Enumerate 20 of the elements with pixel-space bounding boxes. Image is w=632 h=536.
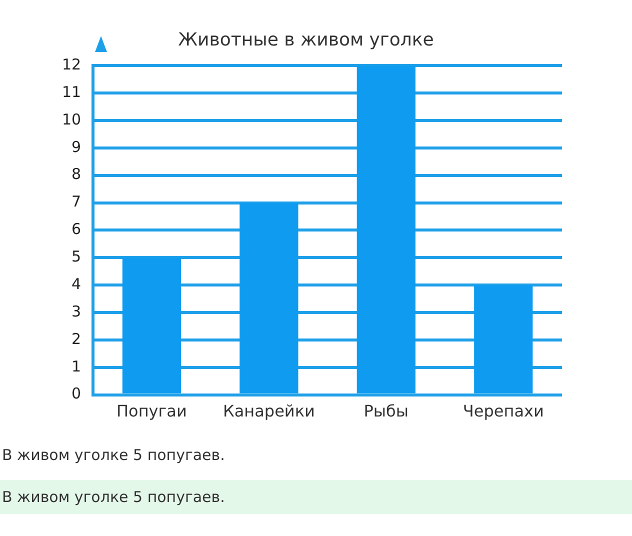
y-tick-label: 10 — [62, 110, 82, 128]
y-tick-label: 9 — [72, 138, 82, 156]
y-tick-label: 8 — [72, 165, 82, 184]
text: В живом уголке 5 попугаев. — [1, 445, 226, 466]
y-tick-label: 2 — [72, 330, 82, 348]
y-tick-label: 3 — [72, 302, 82, 320]
y-tick-label: 4 — [72, 274, 82, 293]
chart-title: Животные в живом уголке — [178, 29, 434, 50]
y-tick-label: 0 — [72, 384, 82, 403]
y-tick-label: 6 — [72, 220, 82, 238]
text: В живом уголке 5 попугаев. — [0, 480, 632, 514]
y-tick-label: 7 — [72, 192, 82, 211]
y-tick-label: 12 — [62, 55, 82, 74]
y-tick-label: 5 — [72, 248, 82, 266]
x-tick-label: Канарейки — [222, 402, 315, 421]
y-tick-label: 11 — [62, 82, 82, 101]
x-tick-label: Черепахи — [462, 402, 544, 421]
y-tick-label: 1 — [72, 357, 82, 376]
x-tick-label: Рыбы — [364, 402, 409, 421]
x-tick-label: Попугаи — [116, 402, 187, 421]
